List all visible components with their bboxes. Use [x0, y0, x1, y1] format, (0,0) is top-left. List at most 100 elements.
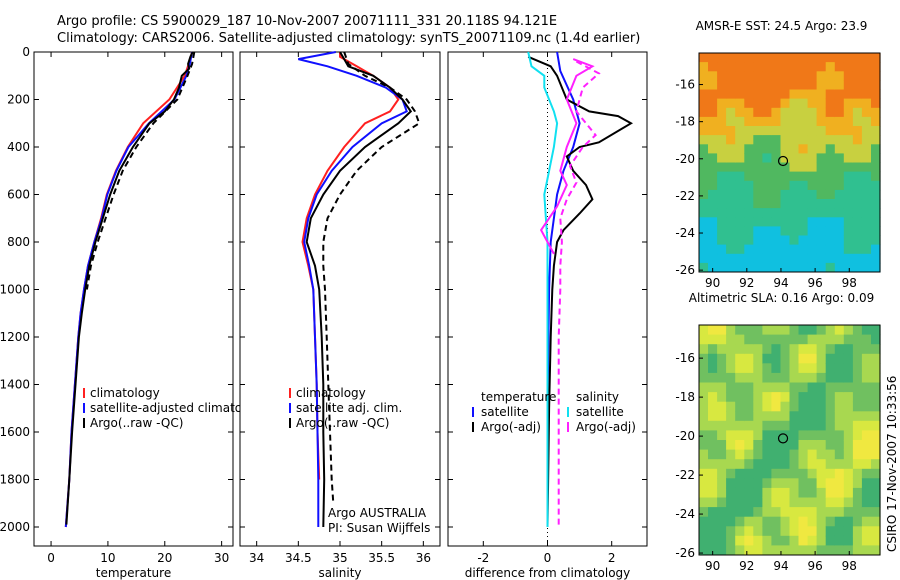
- heatmap-cell: [708, 459, 718, 470]
- heatmap-cell: [780, 80, 791, 90]
- heatmap-cell: [843, 411, 854, 422]
- heatmap-cell: [825, 420, 836, 431]
- heatmap-cell: [762, 107, 772, 118]
- heatmap-cell: [780, 199, 791, 209]
- heatmap-cell: [789, 382, 800, 393]
- heatmap-cell: [753, 344, 763, 355]
- heatmap-cell: [726, 420, 736, 431]
- heatmap-cell: [699, 449, 709, 460]
- heatmap-cell: [726, 487, 736, 498]
- heatmap-cell: [708, 535, 718, 546]
- heatmap-cell: [834, 411, 845, 422]
- heatmap-cell: [843, 487, 854, 498]
- heatmap-cell: [807, 135, 818, 145]
- heatmap-cell: [871, 107, 881, 118]
- heatmap-cell: [699, 401, 709, 412]
- heatmap-cell: [861, 53, 872, 63]
- heatmap-cell: [753, 62, 763, 72]
- heatmap-cell: [699, 430, 709, 441]
- heatmap-cell: [861, 162, 872, 173]
- y-tick-label: 1800: [0, 473, 30, 487]
- heatmap-cell: [708, 344, 718, 355]
- heatmap-cell: [843, 171, 854, 182]
- heatmap-cell: [871, 392, 881, 403]
- heatmap-cell: [834, 440, 845, 451]
- heatmap-cell: [861, 262, 872, 273]
- heatmap-cell: [843, 516, 854, 527]
- heatmap-cell: [699, 126, 709, 136]
- series-line-argo-adj-: [322, 51, 421, 504]
- heatmap-cell: [834, 171, 845, 182]
- heatmap-cell: [699, 98, 709, 109]
- heatmap-cell: [717, 372, 727, 383]
- heatmap-cell: [699, 235, 709, 246]
- heatmap-cell: [753, 372, 763, 383]
- x-tick-label: 35: [332, 551, 347, 565]
- heatmap-cell: [807, 107, 818, 118]
- heatmap-cell: [871, 208, 881, 218]
- heatmap-cell: [807, 363, 818, 374]
- heatmap-cell: [825, 440, 836, 451]
- heatmap-cell: [798, 363, 809, 374]
- heatmap-cell: [807, 420, 818, 431]
- heatmap-cell: [871, 235, 881, 246]
- heatmap-cell: [744, 71, 754, 81]
- heatmap-cell: [780, 107, 791, 118]
- heatmap-cell: [825, 89, 836, 100]
- heatmap-cell: [771, 459, 781, 470]
- heatmap-cell: [825, 135, 836, 145]
- y-tick-label: -26: [675, 263, 695, 277]
- heatmap-cell: [771, 526, 781, 537]
- heatmap-cell: [852, 180, 863, 191]
- heatmap-cell: [834, 62, 845, 72]
- legend-entry: Argo(-adj): [576, 420, 636, 434]
- heatmap-cell: [699, 62, 709, 72]
- heatmap-cell: [708, 526, 718, 537]
- y-tick-label: -16: [675, 78, 695, 92]
- heatmap-cell: [717, 171, 727, 182]
- heatmap-cell: [726, 171, 736, 182]
- heatmap-cell: [771, 497, 781, 508]
- heatmap-cell: [699, 144, 709, 154]
- heatmap-cell: [789, 526, 800, 537]
- heatmap-cell: [852, 226, 863, 236]
- heatmap-cell: [825, 487, 836, 498]
- heatmap-cell: [771, 71, 781, 81]
- heatmap-cell: [871, 516, 881, 527]
- heatmap-cell: [852, 430, 863, 441]
- heatmap-cell: [771, 53, 781, 63]
- heatmap-cell: [807, 545, 818, 556]
- heatmap-cell: [699, 189, 709, 200]
- heatmap-cell: [816, 478, 827, 489]
- heatmap-cell: [834, 325, 845, 336]
- heatmap-cell: [753, 516, 763, 527]
- heatmap-cell: [825, 353, 836, 364]
- heatmap-cell: [744, 153, 754, 163]
- heatmap-cell: [834, 244, 845, 255]
- heatmap-cell: [789, 89, 800, 100]
- heatmap-cell: [807, 116, 818, 127]
- heatmap-cell: [708, 80, 718, 90]
- heatmap-cell: [789, 372, 800, 383]
- heatmap-cell: [771, 478, 781, 489]
- heatmap-cell: [825, 325, 836, 336]
- heatmap-cell: [771, 507, 781, 518]
- heatmap-cell: [807, 144, 818, 154]
- heatmap-cell: [843, 478, 854, 489]
- series-line-argo-raw-qc-: [65, 51, 194, 525]
- heatmap-cell: [744, 262, 754, 273]
- heatmap-cell: [762, 449, 772, 460]
- heatmap-cell: [816, 180, 827, 191]
- heatmap-cell: [708, 516, 718, 527]
- heatmap-cell: [816, 235, 827, 246]
- heatmap-cell: [735, 372, 745, 383]
- heatmap-cell: [753, 430, 763, 441]
- heatmap-cell: [744, 208, 754, 218]
- heatmap-cell: [735, 80, 745, 90]
- heatmap-cell: [780, 253, 791, 264]
- heatmap-cell: [789, 478, 800, 489]
- x-tick-label: 96: [807, 559, 822, 573]
- heatmap-cell: [825, 507, 836, 518]
- heatmap-cell: [744, 420, 754, 431]
- y-tick-label: 200: [7, 93, 30, 107]
